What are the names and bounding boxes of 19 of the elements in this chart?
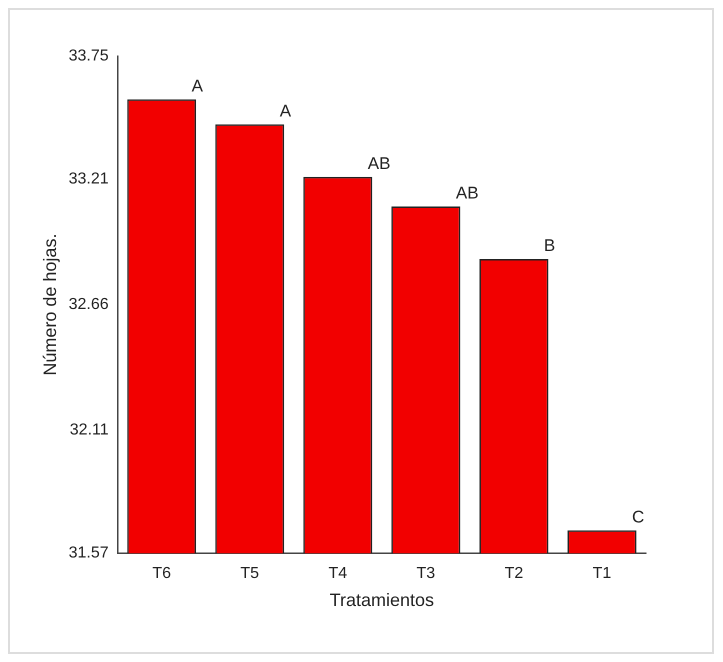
x-axis-title: Tratamientos — [330, 590, 434, 610]
annotation: AB — [368, 154, 390, 174]
y-axis-title: Número de hojas. — [40, 234, 60, 376]
y-tick-label: 31.57 — [68, 544, 109, 562]
x-tick-label: T1 — [592, 565, 612, 582]
y-tick-label: 33.75 — [68, 47, 109, 64]
y-tick-label: 32.66 — [68, 296, 109, 314]
x-tick-label: T5 — [240, 565, 260, 582]
annotation: A — [192, 76, 204, 96]
x-tick-label: T2 — [504, 565, 524, 582]
annotation: B — [544, 236, 556, 256]
annotation: A — [280, 102, 292, 121]
annotation: AB — [456, 184, 479, 203]
annotation: C — [632, 508, 644, 527]
x-tick-label: T4 — [328, 565, 348, 582]
y-tick-label: 33.21 — [68, 170, 109, 188]
x-tick-label: T6 — [152, 565, 172, 582]
y-tick-label: 32.11 — [70, 421, 109, 438]
x-tick-label: T3 — [416, 565, 436, 582]
